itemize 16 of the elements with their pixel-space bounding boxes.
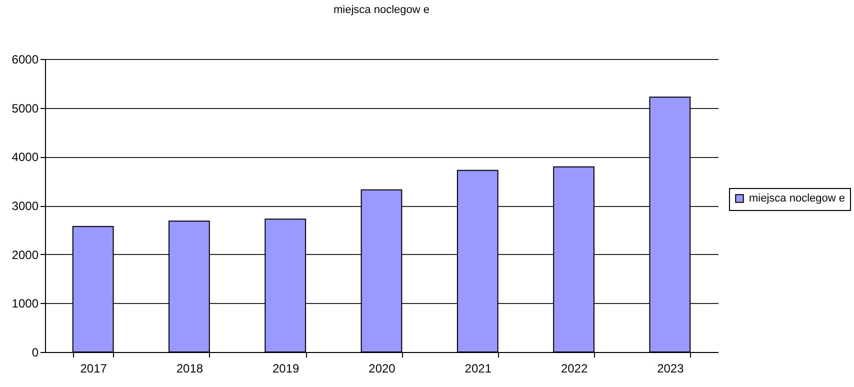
- x-tick-label: 2017: [80, 362, 108, 376]
- y-tick-label: 2000: [12, 248, 39, 262]
- x-tick-label: 2020: [368, 362, 396, 376]
- x-tick-label: 2021: [464, 362, 492, 376]
- chart-title: miejsca noclegow e: [334, 4, 430, 16]
- x-tick-label: 2023: [657, 362, 684, 376]
- y-tick-label: 0: [32, 346, 39, 360]
- x-tick-label: 2019: [272, 362, 300, 376]
- y-tick-label: 6000: [12, 52, 39, 66]
- x-tick-label: 2022: [560, 362, 588, 376]
- x-tick-label: 2018: [176, 362, 204, 376]
- legend-label: miejsca noclegow e: [749, 192, 845, 204]
- y-tick-label: 4000: [12, 150, 39, 164]
- y-tick-label: 5000: [12, 101, 39, 116]
- y-tick-label: 1000: [12, 296, 39, 311]
- y-tick-label: 3000: [12, 199, 39, 213]
